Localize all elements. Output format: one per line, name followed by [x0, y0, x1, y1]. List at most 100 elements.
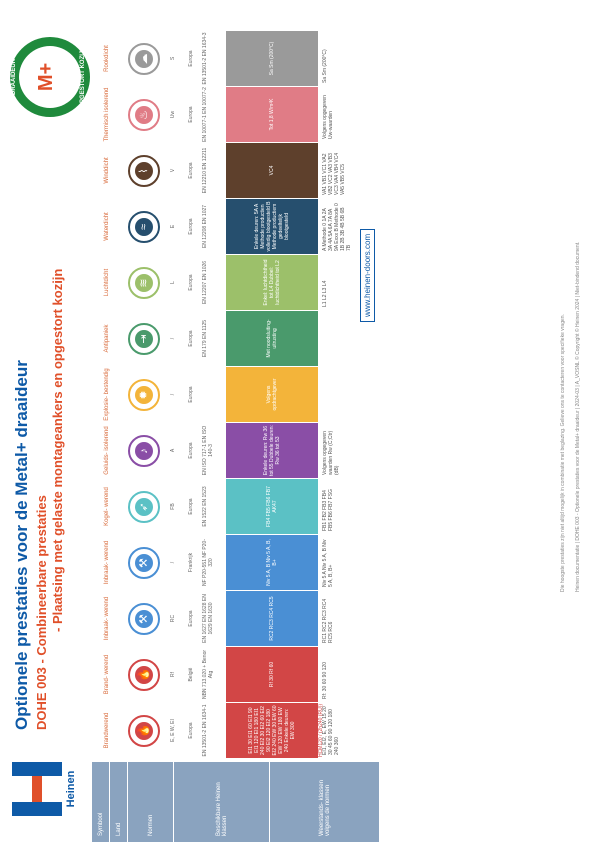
normen-cell: EN 179 EN 1125: [202, 319, 208, 358]
available-classes-band: Met noodsluiting- uitrusting: [226, 311, 318, 366]
land-cell: Europa: [188, 722, 194, 739]
available-classes-band: VC4: [226, 143, 318, 198]
symbol-cell: /: [170, 337, 176, 340]
column-heading: Geluids- isolerend: [103, 426, 110, 475]
land-cell: Europa: [188, 274, 194, 291]
row-label-symbol: Symbool: [92, 762, 110, 842]
resistance-classes-cell: Sa Sm (200°C): [322, 49, 328, 83]
normen-cell: EN 12207 EN 1026: [202, 260, 208, 305]
fire-door-icon: 🔥: [124, 711, 164, 751]
symbol-cell: Rf: [170, 672, 176, 677]
resistance-classes-cell: A Methode 0 1A 2A 3A 4A 5A 6A 7A 8A 9A E…: [322, 203, 352, 251]
panic-exit-icon: ⇥: [124, 319, 164, 359]
heinen-logo: Heinen: [8, 752, 80, 822]
resistance-classes-cell: Volgens opgegeven Uw-waarden: [322, 95, 334, 139]
metal-plus-badge: DRAAIDEUR M+ OPGESTORT KOZIJN: [10, 37, 90, 117]
available-classes-band: Sa Sm (200°C): [226, 31, 318, 86]
airtight-icon: ≋: [124, 263, 164, 303]
symbol-cell: RC: [170, 614, 176, 623]
resistance-classes-cell: Rf: 30 60 90 120: [322, 662, 328, 699]
resistance-classes-cell: L1 L2 L3 L4: [322, 280, 328, 307]
land-cell: Europa: [188, 610, 194, 627]
symbol-cell: FB: [170, 503, 176, 510]
row-label-weerstand: Weerstands- klassen volgens de normen: [270, 762, 380, 842]
column-heading: Rookdicht: [103, 45, 110, 72]
land-cell: Europa: [188, 162, 194, 179]
resistance-classes-cell: Volgens opgegeven waarden Rw (C;Ctr) (dB…: [322, 430, 340, 475]
land-cell: Europa: [188, 330, 194, 347]
normen-cell: NF P20-551 NF P20-320: [202, 539, 214, 586]
normen-cell: EN 13501-2 EN 1634-1: [202, 704, 208, 757]
smoke-icon: ☁: [124, 39, 164, 79]
column-heading: Brand- werend: [103, 654, 110, 695]
column-heading: Luchtdicht: [103, 268, 110, 297]
windtight-icon: ⌇: [124, 151, 164, 191]
bullet-icon: ➶: [124, 487, 164, 527]
sound-icon: ♪: [124, 431, 164, 471]
land-cell: Europa: [188, 386, 194, 403]
footer-legal: Heinen documentatie | DOHE 003 - Optione…: [575, 241, 581, 593]
available-classes-band: Enkel: luchtdichtheid tot L4 Dubbel: luc…: [226, 255, 318, 310]
page-subtitle: DOHE 003 - Combineerbare prestaties: [34, 495, 49, 730]
fire-rating-icon: 🔥: [124, 655, 164, 695]
symbol-cell: Uw: [170, 110, 176, 119]
symbol-cell: S: [170, 56, 176, 61]
badge-middle-text: M+: [35, 62, 57, 92]
normen-cell: EN 1522 EN 1523: [202, 486, 208, 527]
land-cell: Europa: [188, 218, 194, 235]
footer-note: Die hoogste prestaties zijn niet altijd …: [560, 314, 566, 592]
available-classes-band: Volgens opdrachtgever: [226, 367, 318, 422]
available-classes-band: Rf 30 Rf 60: [226, 647, 318, 702]
available-classes-band: Tot 1,8 W/m²K: [226, 87, 318, 142]
symbol-cell: /: [170, 393, 176, 396]
resistance-classes-cell: Niv 5 A Niv 5 A, B Niv 5 A, B, B+: [322, 539, 334, 587]
watertight-icon: ≈: [124, 207, 164, 247]
row-label-beschikbaar: Beschikbare Heinen klassen: [174, 762, 270, 842]
land-cell: België: [188, 667, 194, 682]
resistance-classes-cell: EI1, EI2, E, EW 15 20 30 45 60 90 120 18…: [322, 706, 340, 755]
available-classes-band: Enkele deuren: Rw 36 tot 55 Dubbele deur…: [226, 423, 318, 478]
symbol-cell: E, E W, EI: [170, 719, 176, 742]
available-classes-band: Enkele deuren: 5A A Methode productien v…: [226, 199, 318, 254]
land-cell: Frankrijk: [188, 552, 194, 573]
column-heading: Inbraak- werend: [103, 596, 110, 641]
land-cell: Europa: [188, 50, 194, 67]
normen-cell: NBN 713.020 + Benor Atg: [202, 649, 214, 700]
available-classes-band: FB4 FB5 FB6 FB7 AK47: [226, 479, 318, 534]
column-heading: Winddicht: [103, 157, 110, 184]
row-label-land: Land: [110, 762, 128, 842]
column-heading: Thermisch isolerend: [103, 87, 110, 142]
normen-cell: EN 12210 EN 12211: [202, 147, 208, 194]
normen-cell: EN ISO 717-1 EN ISO 140-3: [202, 425, 214, 476]
normen-cell: EN 10077-1 EN 10077-2: [202, 87, 208, 142]
badge-top-text: DRAAIDEUR: [11, 59, 17, 95]
available-classes-band: EI1 30 EI1 60 EI1 90 EI1 120 EI1 180 EI1…: [226, 703, 318, 758]
column-heading: Inbraak- werend: [103, 540, 110, 585]
symbol-cell: L: [170, 281, 176, 284]
land-cell: Europa: [188, 106, 194, 123]
land-cell: Europa: [188, 442, 194, 459]
page-title: Optionele prestaties voor de Metal+ draa…: [12, 360, 31, 730]
available-classes-band: Niv 5 A, B Niv 5 A, B, B+: [226, 535, 318, 590]
website-link[interactable]: www.heinen-doors.com: [360, 228, 375, 322]
symbol-cell: V: [170, 168, 176, 173]
row-label-normen: Normen: [128, 762, 174, 842]
normen-cell: EN 1627 EN 1628 EN 1629 EN 1630: [202, 594, 214, 643]
column-heading: Waterdicht: [103, 212, 110, 241]
column-heading: Explosie- bestendig: [103, 368, 110, 421]
land-cell: Europa: [188, 498, 194, 515]
column-heading: Antipaniek: [103, 324, 110, 353]
symbol-cell: /: [170, 561, 176, 564]
page-subtitle-2: - Plaatsing met gelaste montageankers en…: [50, 268, 65, 632]
row-label-column: Symbool Land Normen Beschikbare Heinen k…: [92, 762, 595, 842]
thermal-icon: ♨: [124, 95, 164, 135]
column-heading: Kogel- werend: [103, 487, 110, 526]
normen-cell: EN 13501-2 EN 1634-3: [202, 32, 208, 85]
resistance-classes-cell: RC1 RC2 RC3 RC4 RC5 RC6: [322, 598, 334, 643]
burglary-icon: ⚒: [124, 599, 164, 639]
normen-cell: EN 12208 EN 1027: [202, 204, 208, 249]
available-classes-band: RC2 RC3 RC4 RC5: [226, 591, 318, 646]
column-heading: Brandwerend: [103, 712, 110, 749]
explosion-icon: ✹: [124, 375, 164, 415]
